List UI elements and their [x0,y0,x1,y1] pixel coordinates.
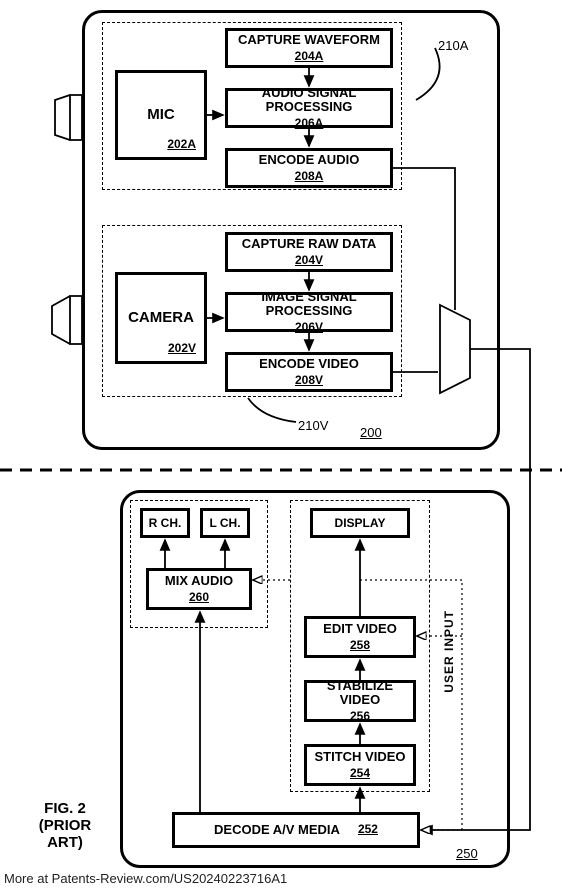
stitch-video-box: STITCH VIDEO 254 [304,744,416,786]
top-panel-ref: 200 [360,425,382,440]
decode-label: DECODE A/V MEDIA [214,823,340,837]
audio-processing-ref: 206A [295,117,324,130]
stitch-video-ref: 254 [350,767,370,780]
display-box: DISPLAY [310,508,410,538]
figure-subtitle: (PRIOR ART) [20,817,110,851]
edit-video-ref: 258 [350,639,370,652]
mic-label: MIC [147,107,175,124]
stabilize-video-ref: 256 [350,710,370,723]
encode-audio-label: ENCODE AUDIO [259,153,360,167]
mix-audio-ref: 260 [189,591,209,604]
video-group-ref: 210V [298,418,328,433]
watermark-text: More at Patents-Review.com/US20240223716… [4,871,287,886]
encode-audio-ref: 208A [295,170,324,183]
capture-raw-label: CAPTURE RAW DATA [242,237,377,251]
audio-group-ref: 210A [438,38,468,53]
mic-box: MIC 202A [115,70,207,160]
stitch-video-label: STITCH VIDEO [314,750,405,764]
encode-video-box: ENCODE VIDEO 208V [225,352,393,392]
audio-processing-box: AUDIO SIGNAL PROCESSING 206A [225,88,393,128]
image-processing-ref: 206V [295,321,323,334]
mix-audio-box: MIX AUDIO 260 [146,568,252,610]
camera-box: CAMERA 202V [115,272,207,364]
capture-waveform-ref: 204A [295,50,324,63]
image-processing-label: IMAGE SIGNAL PROCESSING [232,290,386,319]
encode-video-label: ENCODE VIDEO [259,357,359,371]
capture-raw-box: CAPTURE RAW DATA 204V [225,232,393,272]
edit-video-box: EDIT VIDEO 258 [304,616,416,658]
rch-box: R CH. [140,508,190,538]
display-label: DISPLAY [335,516,386,530]
figure-caption: FIG. 2 (PRIOR ART) [20,800,110,851]
camera-label: CAMERA [128,310,194,327]
capture-raw-ref: 204V [295,254,323,267]
encode-audio-box: ENCODE AUDIO 208A [225,148,393,188]
edit-video-label: EDIT VIDEO [323,622,397,636]
image-processing-box: IMAGE SIGNAL PROCESSING 206V [225,292,393,332]
user-input-label: USER INPUT [442,610,456,693]
figure-title: FIG. 2 [20,800,110,817]
camera-ref: 202V [168,342,196,355]
encode-video-ref: 208V [295,374,323,387]
stabilize-video-box: STABILIZE VIDEO 256 [304,680,416,722]
decode-box: DECODE A/V MEDIA 252 [172,812,420,848]
lch-box: L CH. [200,508,250,538]
stabilize-video-label: STABILIZE VIDEO [311,679,409,708]
mic-ref: 202A [167,138,196,151]
audio-processing-label: AUDIO SIGNAL PROCESSING [232,86,386,115]
lch-label: L CH. [209,516,240,530]
decode-ref: 252 [358,823,378,836]
diagram-stage: MIC 202A CAPTURE WAVEFORM 204A AUDIO SIG… [0,0,562,888]
rch-label: R CH. [149,516,182,530]
mix-audio-label: MIX AUDIO [165,574,233,588]
capture-waveform-box: CAPTURE WAVEFORM 204A [225,28,393,68]
bottom-panel-ref: 250 [456,846,478,861]
capture-waveform-label: CAPTURE WAVEFORM [238,33,380,47]
